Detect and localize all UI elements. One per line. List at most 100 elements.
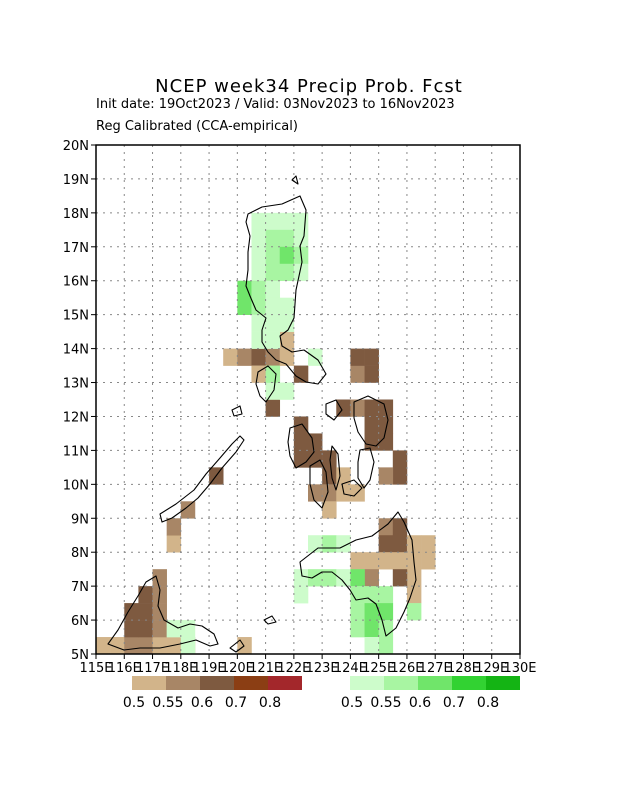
dry-probability-cell bbox=[124, 620, 139, 638]
wet-probability-cell bbox=[251, 280, 266, 298]
wet-probability-cell bbox=[265, 212, 281, 231]
longitude-tick-label: 121E bbox=[249, 661, 282, 676]
longitude-tick-label: 116E bbox=[108, 661, 141, 676]
dry-probability-cell bbox=[322, 501, 337, 519]
latitude-tick-label: 14N bbox=[63, 343, 89, 358]
coastline-mindoro bbox=[255, 365, 277, 403]
wet-probability-cell bbox=[378, 586, 394, 604]
wet-probability-cell bbox=[364, 620, 379, 638]
wet-probability-cell bbox=[251, 246, 266, 265]
dry-legend-swatch bbox=[132, 676, 166, 690]
wet-probability-cell bbox=[350, 569, 365, 587]
dry-probability-cell bbox=[378, 552, 394, 570]
latitude-tick-label: 17N bbox=[63, 241, 89, 256]
longitude-tick-label: 122E bbox=[277, 661, 310, 676]
dry-probability-cell bbox=[378, 535, 394, 553]
longitude-tick-label: 126E bbox=[390, 661, 423, 676]
coastline-masbate bbox=[325, 399, 343, 421]
longitude-tick-label: 118E bbox=[164, 661, 197, 676]
wet-probability-cell bbox=[336, 569, 351, 587]
dry-probability-cell bbox=[251, 348, 266, 366]
wet-legend-swatch bbox=[418, 676, 452, 690]
dry-probability-cell bbox=[308, 450, 323, 468]
dry-probability-cell bbox=[392, 467, 408, 485]
wet-probability-cell bbox=[279, 297, 295, 315]
wet-probability-cell bbox=[279, 263, 295, 282]
dry-legend-label: 0.6 bbox=[191, 695, 213, 711]
longitude-tick-label: 117E bbox=[136, 661, 169, 676]
dry-probability-cell bbox=[364, 365, 379, 383]
coastline-mindanao bbox=[299, 511, 417, 637]
coastline-small-island bbox=[231, 405, 243, 417]
dry-probability-cell bbox=[378, 416, 394, 434]
wet-probability-cell bbox=[251, 297, 266, 315]
wet-probability-cell bbox=[265, 246, 281, 265]
longitude-tick-label: 125E bbox=[362, 661, 395, 676]
method-subtitle: Reg Calibrated (CCA-empirical) bbox=[96, 119, 298, 134]
wet-legend-label: 0.5 bbox=[341, 695, 363, 711]
dry-probability-cell bbox=[293, 433, 309, 451]
dry-probability-cell bbox=[110, 637, 125, 655]
dry-legend-label: 0.55 bbox=[152, 695, 183, 711]
dry-probability-cell bbox=[293, 365, 309, 383]
longitude-tick-label: 123E bbox=[306, 661, 339, 676]
latitude-tick-label: 7N bbox=[71, 580, 89, 595]
wet-probability-cell bbox=[293, 212, 309, 231]
dry-legend-swatch bbox=[268, 676, 302, 690]
dry-probability-cell bbox=[350, 348, 365, 366]
coastline-bohol bbox=[341, 479, 363, 497]
dry-probability-cell bbox=[350, 365, 365, 383]
wet-probability-cell bbox=[350, 620, 365, 638]
latitude-tick-label: 9N bbox=[71, 512, 89, 527]
dry-probability-cell bbox=[138, 603, 153, 621]
longitude-tick-label: 115E bbox=[79, 661, 112, 676]
wet-legend-swatch bbox=[452, 676, 486, 690]
wet-probability-cell bbox=[378, 637, 394, 655]
longitude-tick-label: 124E bbox=[334, 661, 367, 676]
dry-probability-cell bbox=[279, 331, 295, 349]
dry-probability-legend: 0.5 0.55 0.6 0.7 0.8 bbox=[123, 676, 302, 711]
wet-probability-cell bbox=[322, 535, 337, 553]
coastline-small-island bbox=[291, 175, 299, 185]
dry-probability-cell bbox=[406, 535, 422, 553]
dry-probability-cell bbox=[152, 637, 167, 655]
longitude-tick-label: 130E bbox=[503, 661, 536, 676]
dry-probability-cell bbox=[152, 620, 167, 638]
dry-probability-cell bbox=[124, 637, 139, 655]
wet-legend-label: 0.7 bbox=[443, 695, 465, 711]
dry-probability-cell bbox=[124, 603, 139, 621]
wet-probability-cell bbox=[265, 263, 281, 282]
dry-probability-cell bbox=[279, 348, 295, 366]
dry-probability-cell bbox=[378, 399, 394, 417]
dry-probability-cell bbox=[237, 348, 252, 366]
coastline-samar bbox=[353, 395, 389, 447]
longitude-axis: 115E116E117E118E119E120E121E122E123E124E… bbox=[79, 654, 537, 676]
latitude-tick-label: 12N bbox=[63, 410, 89, 425]
dry-legend-label: 0.5 bbox=[123, 695, 145, 711]
coastline-small-island bbox=[229, 639, 245, 653]
wet-probability-cell bbox=[293, 569, 309, 587]
dry-probability-cell bbox=[350, 399, 365, 417]
wet-probability-cell bbox=[265, 229, 281, 248]
dry-probability-cell bbox=[138, 620, 153, 638]
dry-legend-swatch bbox=[234, 676, 268, 690]
wet-probability-cell bbox=[279, 229, 295, 248]
wet-probability-cell bbox=[251, 229, 266, 248]
wet-probability-cell bbox=[251, 212, 266, 231]
coastline-borneo bbox=[107, 575, 219, 651]
dry-probability-cell bbox=[406, 569, 422, 587]
dry-probability-cell bbox=[392, 450, 408, 468]
wet-probability-cell bbox=[322, 569, 337, 587]
latitude-tick-label: 15N bbox=[63, 309, 89, 324]
wet-probability-cell bbox=[180, 620, 196, 638]
dry-probability-cell bbox=[152, 569, 167, 587]
wet-legend-label: 0.8 bbox=[477, 695, 499, 711]
wet-probability-legend: 0.5 0.55 0.6 0.7 0.8 bbox=[341, 676, 520, 711]
wet-probability-cell bbox=[364, 637, 379, 655]
wet-probability-cell bbox=[251, 263, 266, 282]
wet-probability-cell bbox=[265, 331, 281, 349]
latitude-tick-label: 5N bbox=[71, 648, 89, 663]
dry-probability-cell bbox=[392, 518, 408, 536]
dry-probability-cell bbox=[421, 535, 436, 553]
wet-probability-cell bbox=[166, 620, 182, 638]
